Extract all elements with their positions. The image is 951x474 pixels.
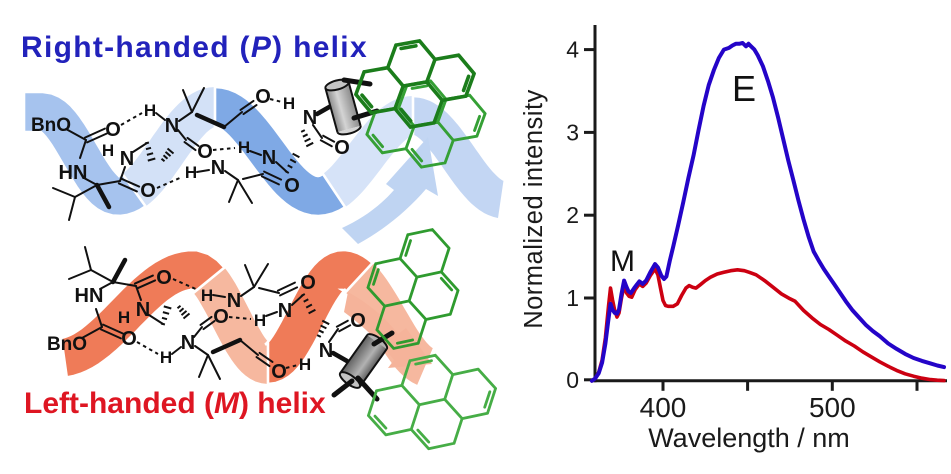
svg-text:O: O (105, 119, 121, 141)
svg-text:N: N (120, 148, 134, 170)
svg-text:H: H (144, 101, 156, 120)
svg-text:O: O (334, 137, 350, 159)
svg-text:2: 2 (566, 202, 579, 228)
svg-text:HN: HN (59, 162, 88, 184)
svg-text:N: N (211, 157, 225, 179)
svg-text:Left-handed (M) helix: Left-handed (M) helix (24, 387, 326, 420)
svg-text:0: 0 (566, 367, 579, 393)
svg-text:HN: HN (75, 285, 104, 307)
svg-text:BnO: BnO (47, 334, 87, 355)
svg-text:H: H (254, 311, 266, 330)
svg-text:O: O (140, 180, 156, 202)
svg-text:O: O (121, 328, 137, 350)
svg-text:H: H (102, 141, 114, 160)
svg-text:O: O (213, 306, 229, 328)
svg-text:Right-handed (P) helix: Right-handed (P) helix (21, 31, 368, 64)
svg-text:N: N (303, 107, 317, 129)
svg-text:Normalized intensity: Normalized intensity (520, 89, 548, 329)
svg-text:H: H (283, 94, 295, 113)
svg-text:N: N (136, 299, 150, 321)
svg-text:H: H (185, 163, 197, 182)
svg-text:3: 3 (566, 119, 579, 145)
svg-text:400: 400 (640, 392, 687, 423)
svg-text:500: 500 (809, 392, 856, 423)
svg-text:Wavelength / nm: Wavelength / nm (648, 423, 850, 453)
svg-text:O: O (350, 310, 366, 332)
svg-text:H: H (160, 348, 172, 367)
svg-text:M: M (610, 245, 635, 278)
svg-text:BnO: BnO (31, 115, 71, 136)
svg-text:H: H (299, 355, 311, 374)
svg-text:N: N (181, 332, 195, 354)
svg-text:4: 4 (566, 37, 579, 63)
svg-text:O: O (300, 272, 316, 294)
svg-text:O: O (255, 86, 271, 108)
svg-text:H: H (238, 138, 250, 157)
svg-text:N: N (278, 300, 292, 322)
svg-text:N: N (319, 340, 333, 362)
svg-text:H: H (201, 286, 213, 305)
svg-text:O: O (271, 361, 287, 383)
svg-text:1: 1 (566, 285, 579, 311)
svg-text:O: O (284, 175, 300, 197)
svg-text:E: E (732, 68, 756, 109)
svg-text:O: O (197, 141, 213, 163)
svg-text:N: N (227, 290, 241, 312)
svg-text:N: N (262, 147, 276, 169)
svg-text:O: O (156, 267, 172, 289)
svg-text:H: H (118, 308, 130, 327)
svg-text:N: N (165, 115, 179, 137)
